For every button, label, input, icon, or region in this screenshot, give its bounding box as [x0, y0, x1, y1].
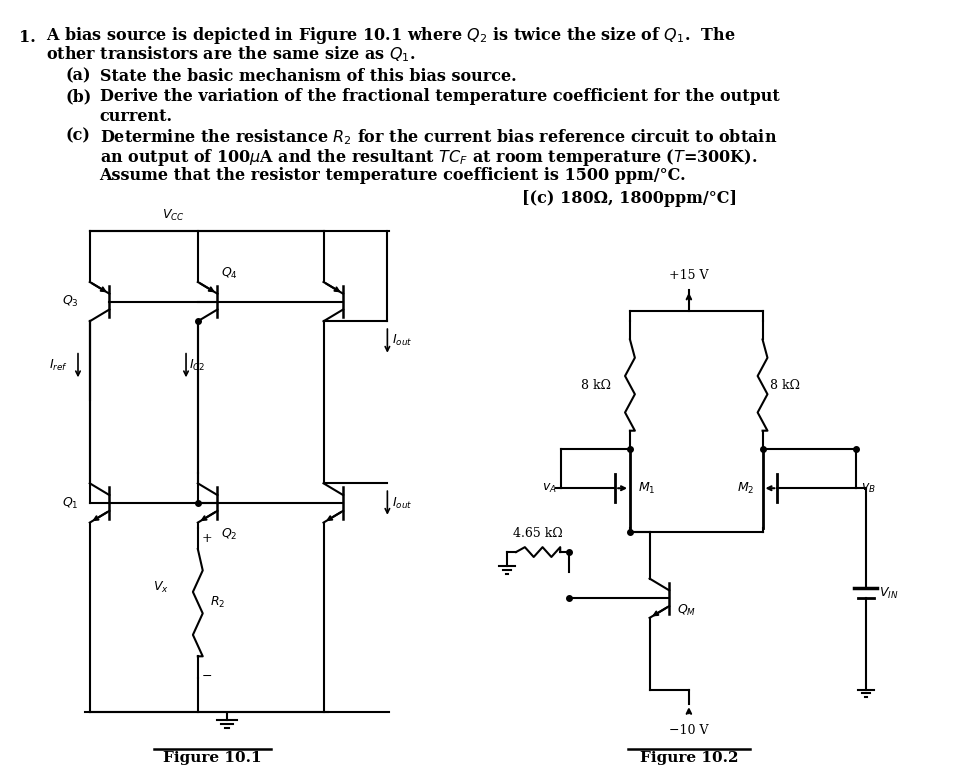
Text: $Q_M$: $Q_M$: [678, 603, 697, 619]
Text: $V_x$: $V_x$: [153, 580, 168, 595]
Text: Figure 10.2: Figure 10.2: [640, 751, 738, 765]
Text: $v_A$: $v_A$: [541, 482, 556, 495]
Text: current.: current.: [100, 108, 173, 125]
Text: $I_{C2}$: $I_{C2}$: [189, 358, 206, 373]
Text: Determine the resistance $R_2$ for the current bias reference circuit to obtain: Determine the resistance $R_2$ for the c…: [100, 128, 776, 148]
Text: $I_{ref}$: $I_{ref}$: [49, 358, 67, 373]
Text: State the basic mechanism of this bias source.: State the basic mechanism of this bias s…: [100, 68, 516, 85]
Text: [(c) 180Ω, 1800ppm/°C]: [(c) 180Ω, 1800ppm/°C]: [522, 190, 737, 207]
Text: $Q_1$: $Q_1$: [62, 495, 79, 511]
Text: $V_{CC}$: $V_{CC}$: [161, 208, 185, 223]
Text: $V_{IN}$: $V_{IN}$: [879, 586, 899, 601]
Text: 1.: 1.: [19, 29, 36, 45]
Text: $I_{out}$: $I_{out}$: [392, 495, 412, 511]
Text: other transistors are the same size as $Q_1$.: other transistors are the same size as $…: [45, 45, 415, 64]
Text: (b): (b): [65, 88, 91, 105]
Text: +15 V: +15 V: [669, 269, 708, 282]
Text: $M_1$: $M_1$: [638, 480, 655, 496]
Text: (a): (a): [65, 68, 90, 85]
Text: 8 kΩ: 8 kΩ: [580, 379, 611, 391]
Text: +: +: [202, 533, 212, 545]
Text: $I_{out}$: $I_{out}$: [392, 333, 412, 348]
Text: (c): (c): [65, 128, 90, 144]
Text: $R_2$: $R_2$: [209, 594, 225, 610]
Text: $Q_4$: $Q_4$: [221, 266, 238, 281]
Text: Assume that the resistor temperature coefficient is 1500 ppm/°C.: Assume that the resistor temperature coe…: [100, 167, 686, 184]
Text: A bias source is depicted in Figure 10.1 where $Q_2$ is twice the size of $Q_1$.: A bias source is depicted in Figure 10.1…: [45, 25, 735, 45]
Text: 8 kΩ: 8 kΩ: [771, 379, 801, 391]
Text: −: −: [202, 670, 212, 683]
Text: $Q_2$: $Q_2$: [221, 526, 237, 542]
Text: Figure 10.1: Figure 10.1: [163, 751, 261, 765]
Text: Derive the variation of the fractional temperature coefficient for the output: Derive the variation of the fractional t…: [100, 88, 779, 105]
Text: an output of 100$\mu$A and the resultant $TC_F$ at room temperature ($T$=300K).: an output of 100$\mu$A and the resultant…: [100, 148, 757, 169]
Text: 4.65 kΩ: 4.65 kΩ: [513, 527, 562, 540]
Text: $Q_3$: $Q_3$: [62, 294, 79, 309]
Text: $M_2$: $M_2$: [737, 480, 754, 496]
Text: $v_B$: $v_B$: [861, 482, 875, 495]
Text: −10 V: −10 V: [669, 724, 708, 737]
